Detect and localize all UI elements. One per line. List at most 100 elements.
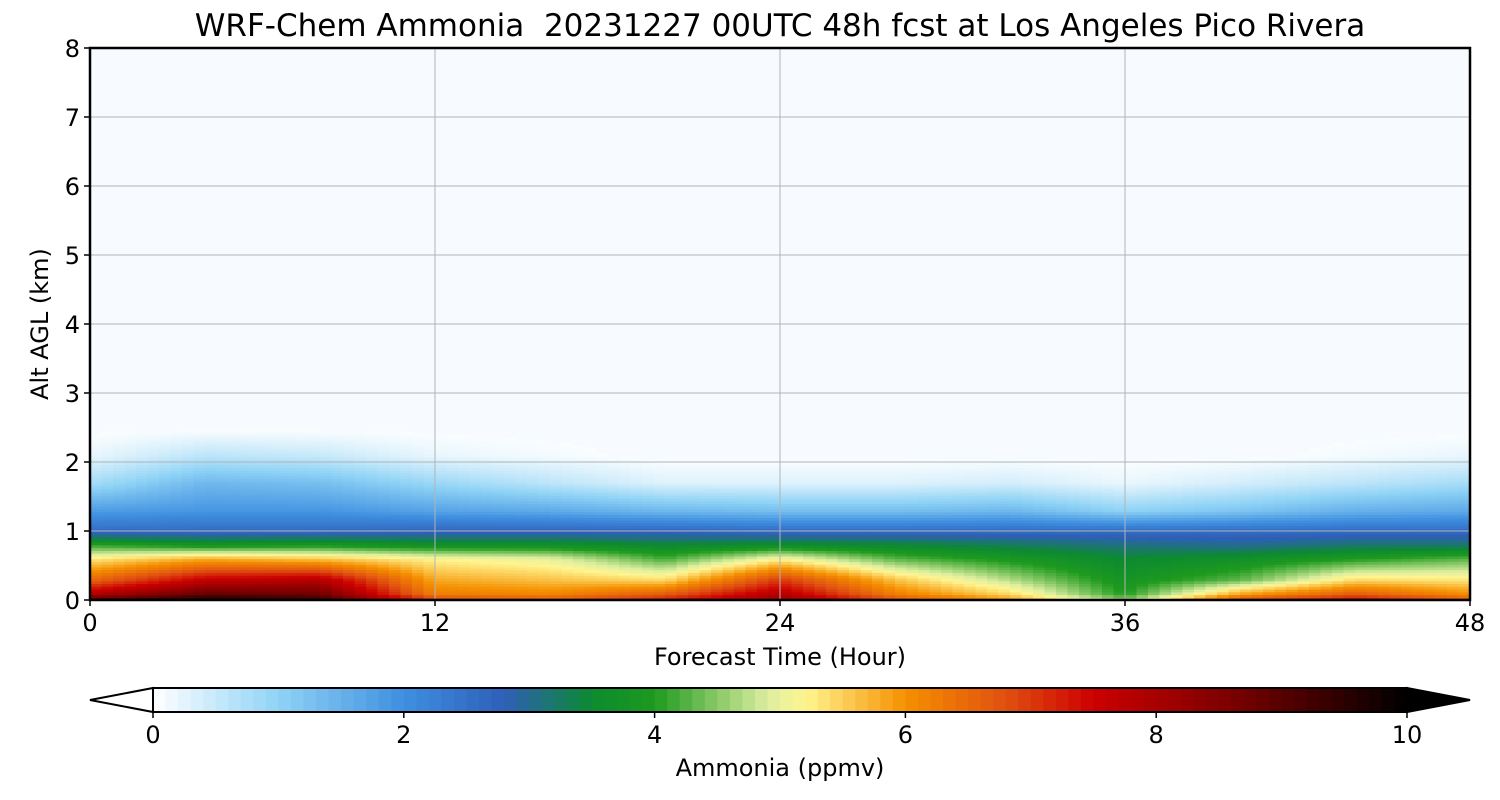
heatmap-cell bbox=[688, 564, 701, 568]
heatmap-cell bbox=[412, 484, 425, 488]
heatmap-cell bbox=[849, 547, 862, 551]
heatmap-cell bbox=[584, 506, 597, 510]
heatmap-cell bbox=[711, 517, 724, 521]
heatmap-cell bbox=[90, 448, 103, 452]
heatmap-cell bbox=[481, 558, 494, 562]
heatmap-cell bbox=[124, 575, 137, 579]
heatmap-cell bbox=[642, 569, 655, 573]
heatmap-cell bbox=[688, 575, 701, 579]
heatmap-cell bbox=[895, 470, 908, 474]
heatmap-cell bbox=[412, 506, 425, 510]
heatmap-cell bbox=[205, 503, 218, 507]
heatmap-cell bbox=[630, 508, 643, 513]
heatmap-cell bbox=[860, 575, 873, 579]
heatmap-cell bbox=[964, 569, 977, 573]
heatmap-cell bbox=[343, 591, 356, 596]
heatmap-cell bbox=[216, 561, 229, 565]
heatmap-cell bbox=[331, 437, 344, 441]
heatmap-cell bbox=[205, 506, 218, 510]
heatmap-cell bbox=[998, 591, 1011, 596]
heatmap-cell bbox=[377, 566, 390, 571]
heatmap-cell bbox=[469, 583, 482, 587]
heatmap-cell bbox=[400, 434, 413, 438]
heatmap-cell bbox=[1102, 506, 1115, 510]
heatmap-cell bbox=[193, 506, 206, 510]
heatmap-cell bbox=[101, 553, 114, 557]
heatmap-cell bbox=[435, 536, 448, 540]
heatmap-cell bbox=[849, 591, 862, 596]
heatmap-cell bbox=[446, 575, 459, 579]
heatmap-cell bbox=[527, 547, 540, 551]
heatmap-cell bbox=[711, 533, 724, 538]
heatmap-cell bbox=[101, 464, 114, 469]
heatmap-cell bbox=[1079, 588, 1092, 593]
heatmap-cell bbox=[803, 547, 816, 551]
heatmap-cell bbox=[377, 514, 390, 518]
heatmap-cell bbox=[826, 508, 839, 513]
heatmap-cell bbox=[285, 572, 298, 576]
heatmap-cell bbox=[90, 544, 103, 549]
heatmap-cell bbox=[446, 580, 459, 585]
heatmap-cell bbox=[297, 555, 310, 560]
heatmap-cell bbox=[331, 453, 344, 458]
heatmap-cell bbox=[561, 445, 574, 449]
heatmap-cell bbox=[780, 514, 793, 518]
heatmap-cell bbox=[170, 442, 183, 447]
heatmap-cell bbox=[768, 539, 781, 543]
heatmap-cell bbox=[699, 564, 712, 568]
heatmap-cell bbox=[699, 542, 712, 546]
heatmap-cell bbox=[1102, 539, 1115, 543]
heatmap-cell bbox=[1067, 588, 1080, 593]
heatmap-cell bbox=[228, 564, 241, 568]
heatmap-cell bbox=[550, 448, 563, 452]
heatmap-cell bbox=[458, 569, 471, 573]
heatmap-cell bbox=[101, 478, 114, 482]
heatmap-cell bbox=[1067, 522, 1080, 527]
heatmap-cell bbox=[228, 462, 241, 466]
heatmap-cell bbox=[147, 503, 160, 507]
heatmap-cell bbox=[814, 547, 827, 551]
heatmap-cell bbox=[653, 575, 666, 579]
heatmap-cell bbox=[446, 434, 459, 438]
heatmap-cell bbox=[642, 539, 655, 543]
heatmap-cell bbox=[124, 489, 137, 493]
heatmap-cell bbox=[941, 464, 954, 469]
heatmap-cell bbox=[170, 508, 183, 513]
heatmap-cell bbox=[389, 577, 402, 582]
heatmap-cell bbox=[285, 434, 298, 438]
heatmap-cell bbox=[722, 531, 735, 535]
heatmap-cell bbox=[1033, 569, 1046, 573]
heatmap-cell bbox=[1079, 528, 1092, 532]
heatmap-cell bbox=[527, 459, 540, 463]
heatmap-cell bbox=[159, 495, 172, 499]
heatmap-cell bbox=[446, 453, 459, 458]
heatmap-cell bbox=[1090, 481, 1103, 485]
heatmap-cell bbox=[412, 533, 425, 538]
heatmap-cell bbox=[343, 539, 356, 543]
heatmap-cell bbox=[90, 506, 103, 510]
heatmap-cell bbox=[377, 495, 390, 499]
heatmap-cell bbox=[159, 514, 172, 518]
heatmap-cell bbox=[412, 577, 425, 582]
heatmap-cell bbox=[331, 470, 344, 474]
heatmap-cell bbox=[1056, 555, 1069, 560]
heatmap-cell bbox=[159, 577, 172, 582]
heatmap-cell bbox=[412, 544, 425, 549]
heatmap-cell bbox=[1079, 577, 1092, 582]
heatmap-cell bbox=[1033, 459, 1046, 463]
heatmap-cell bbox=[216, 555, 229, 560]
heatmap-cell bbox=[688, 558, 701, 562]
heatmap-cell bbox=[711, 467, 724, 471]
heatmap-cell bbox=[285, 528, 298, 532]
heatmap-cell bbox=[1090, 492, 1103, 496]
heatmap-cell bbox=[366, 531, 379, 535]
heatmap-cell bbox=[964, 536, 977, 540]
heatmap-cell bbox=[676, 473, 689, 477]
heatmap-cell bbox=[630, 525, 643, 529]
heatmap-cell bbox=[182, 464, 195, 469]
heatmap-cell bbox=[768, 588, 781, 593]
heatmap-cell bbox=[998, 475, 1011, 480]
heatmap-cell bbox=[320, 539, 333, 543]
heatmap-cell bbox=[239, 453, 252, 458]
heatmap-cell bbox=[239, 569, 252, 573]
